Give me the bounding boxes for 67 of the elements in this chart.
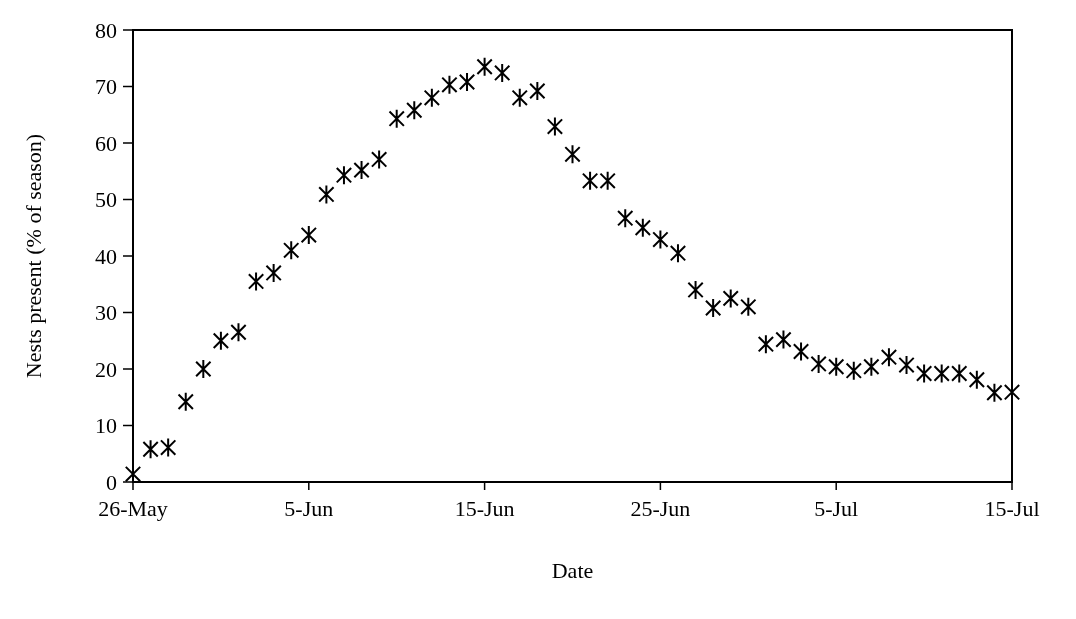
point bbox=[704, 297, 722, 318]
point bbox=[828, 356, 845, 377]
point bbox=[159, 437, 177, 458]
point bbox=[353, 160, 370, 181]
point bbox=[669, 243, 687, 264]
point bbox=[1003, 382, 1021, 403]
point bbox=[810, 353, 827, 374]
point bbox=[757, 334, 775, 355]
point bbox=[581, 170, 599, 191]
point bbox=[792, 341, 810, 362]
point bbox=[951, 363, 968, 384]
point bbox=[177, 391, 194, 412]
point bbox=[318, 184, 335, 205]
point bbox=[493, 62, 511, 83]
point bbox=[564, 144, 581, 165]
point bbox=[300, 225, 317, 246]
point bbox=[617, 208, 634, 229]
point bbox=[863, 356, 880, 377]
point bbox=[845, 360, 862, 381]
y-tick-label: 70 bbox=[95, 74, 117, 100]
y-tick-label: 30 bbox=[95, 300, 117, 326]
point bbox=[476, 56, 493, 77]
point bbox=[423, 87, 441, 108]
point bbox=[441, 74, 458, 95]
y-tick-label: 60 bbox=[95, 130, 117, 156]
x-tick-label: 15-Jul bbox=[984, 496, 1040, 521]
point bbox=[212, 330, 230, 351]
x-tick-label: 5-Jun bbox=[284, 496, 334, 521]
x-tick-label: 26-May bbox=[98, 496, 168, 521]
point bbox=[634, 217, 652, 238]
y-tick-label: 80 bbox=[95, 17, 117, 43]
point bbox=[740, 296, 757, 317]
y-tick-label: 40 bbox=[95, 243, 117, 269]
y-tick-label: 50 bbox=[95, 187, 117, 213]
y-tick-label: 20 bbox=[95, 356, 117, 382]
point bbox=[775, 329, 792, 350]
point bbox=[880, 347, 898, 368]
point bbox=[195, 359, 212, 379]
point bbox=[283, 240, 300, 261]
point bbox=[722, 288, 739, 309]
point bbox=[265, 262, 282, 283]
point bbox=[529, 81, 546, 102]
x-tick-label: 5-Jul bbox=[814, 496, 859, 521]
point bbox=[898, 355, 915, 376]
point bbox=[370, 149, 388, 170]
y-tick-label: 0 bbox=[106, 469, 117, 495]
point bbox=[599, 170, 616, 191]
point bbox=[986, 382, 1003, 403]
point bbox=[546, 116, 564, 137]
point bbox=[335, 165, 353, 186]
point bbox=[247, 271, 265, 292]
point bbox=[458, 71, 476, 92]
point bbox=[142, 439, 159, 460]
point bbox=[915, 363, 933, 384]
point bbox=[687, 279, 704, 300]
point bbox=[511, 87, 528, 108]
x-tick-label: 15-Jun bbox=[454, 496, 515, 521]
point bbox=[968, 369, 986, 390]
x-tick-label: 25-Jun bbox=[630, 496, 691, 521]
point bbox=[652, 229, 669, 250]
x-axis-title: Date bbox=[551, 558, 594, 583]
point bbox=[388, 108, 405, 129]
point bbox=[230, 322, 247, 343]
y-tick-label: 10 bbox=[95, 413, 117, 439]
point bbox=[933, 363, 950, 384]
y-axis-title: Nests present (% of season) bbox=[21, 133, 46, 379]
point bbox=[406, 100, 423, 121]
